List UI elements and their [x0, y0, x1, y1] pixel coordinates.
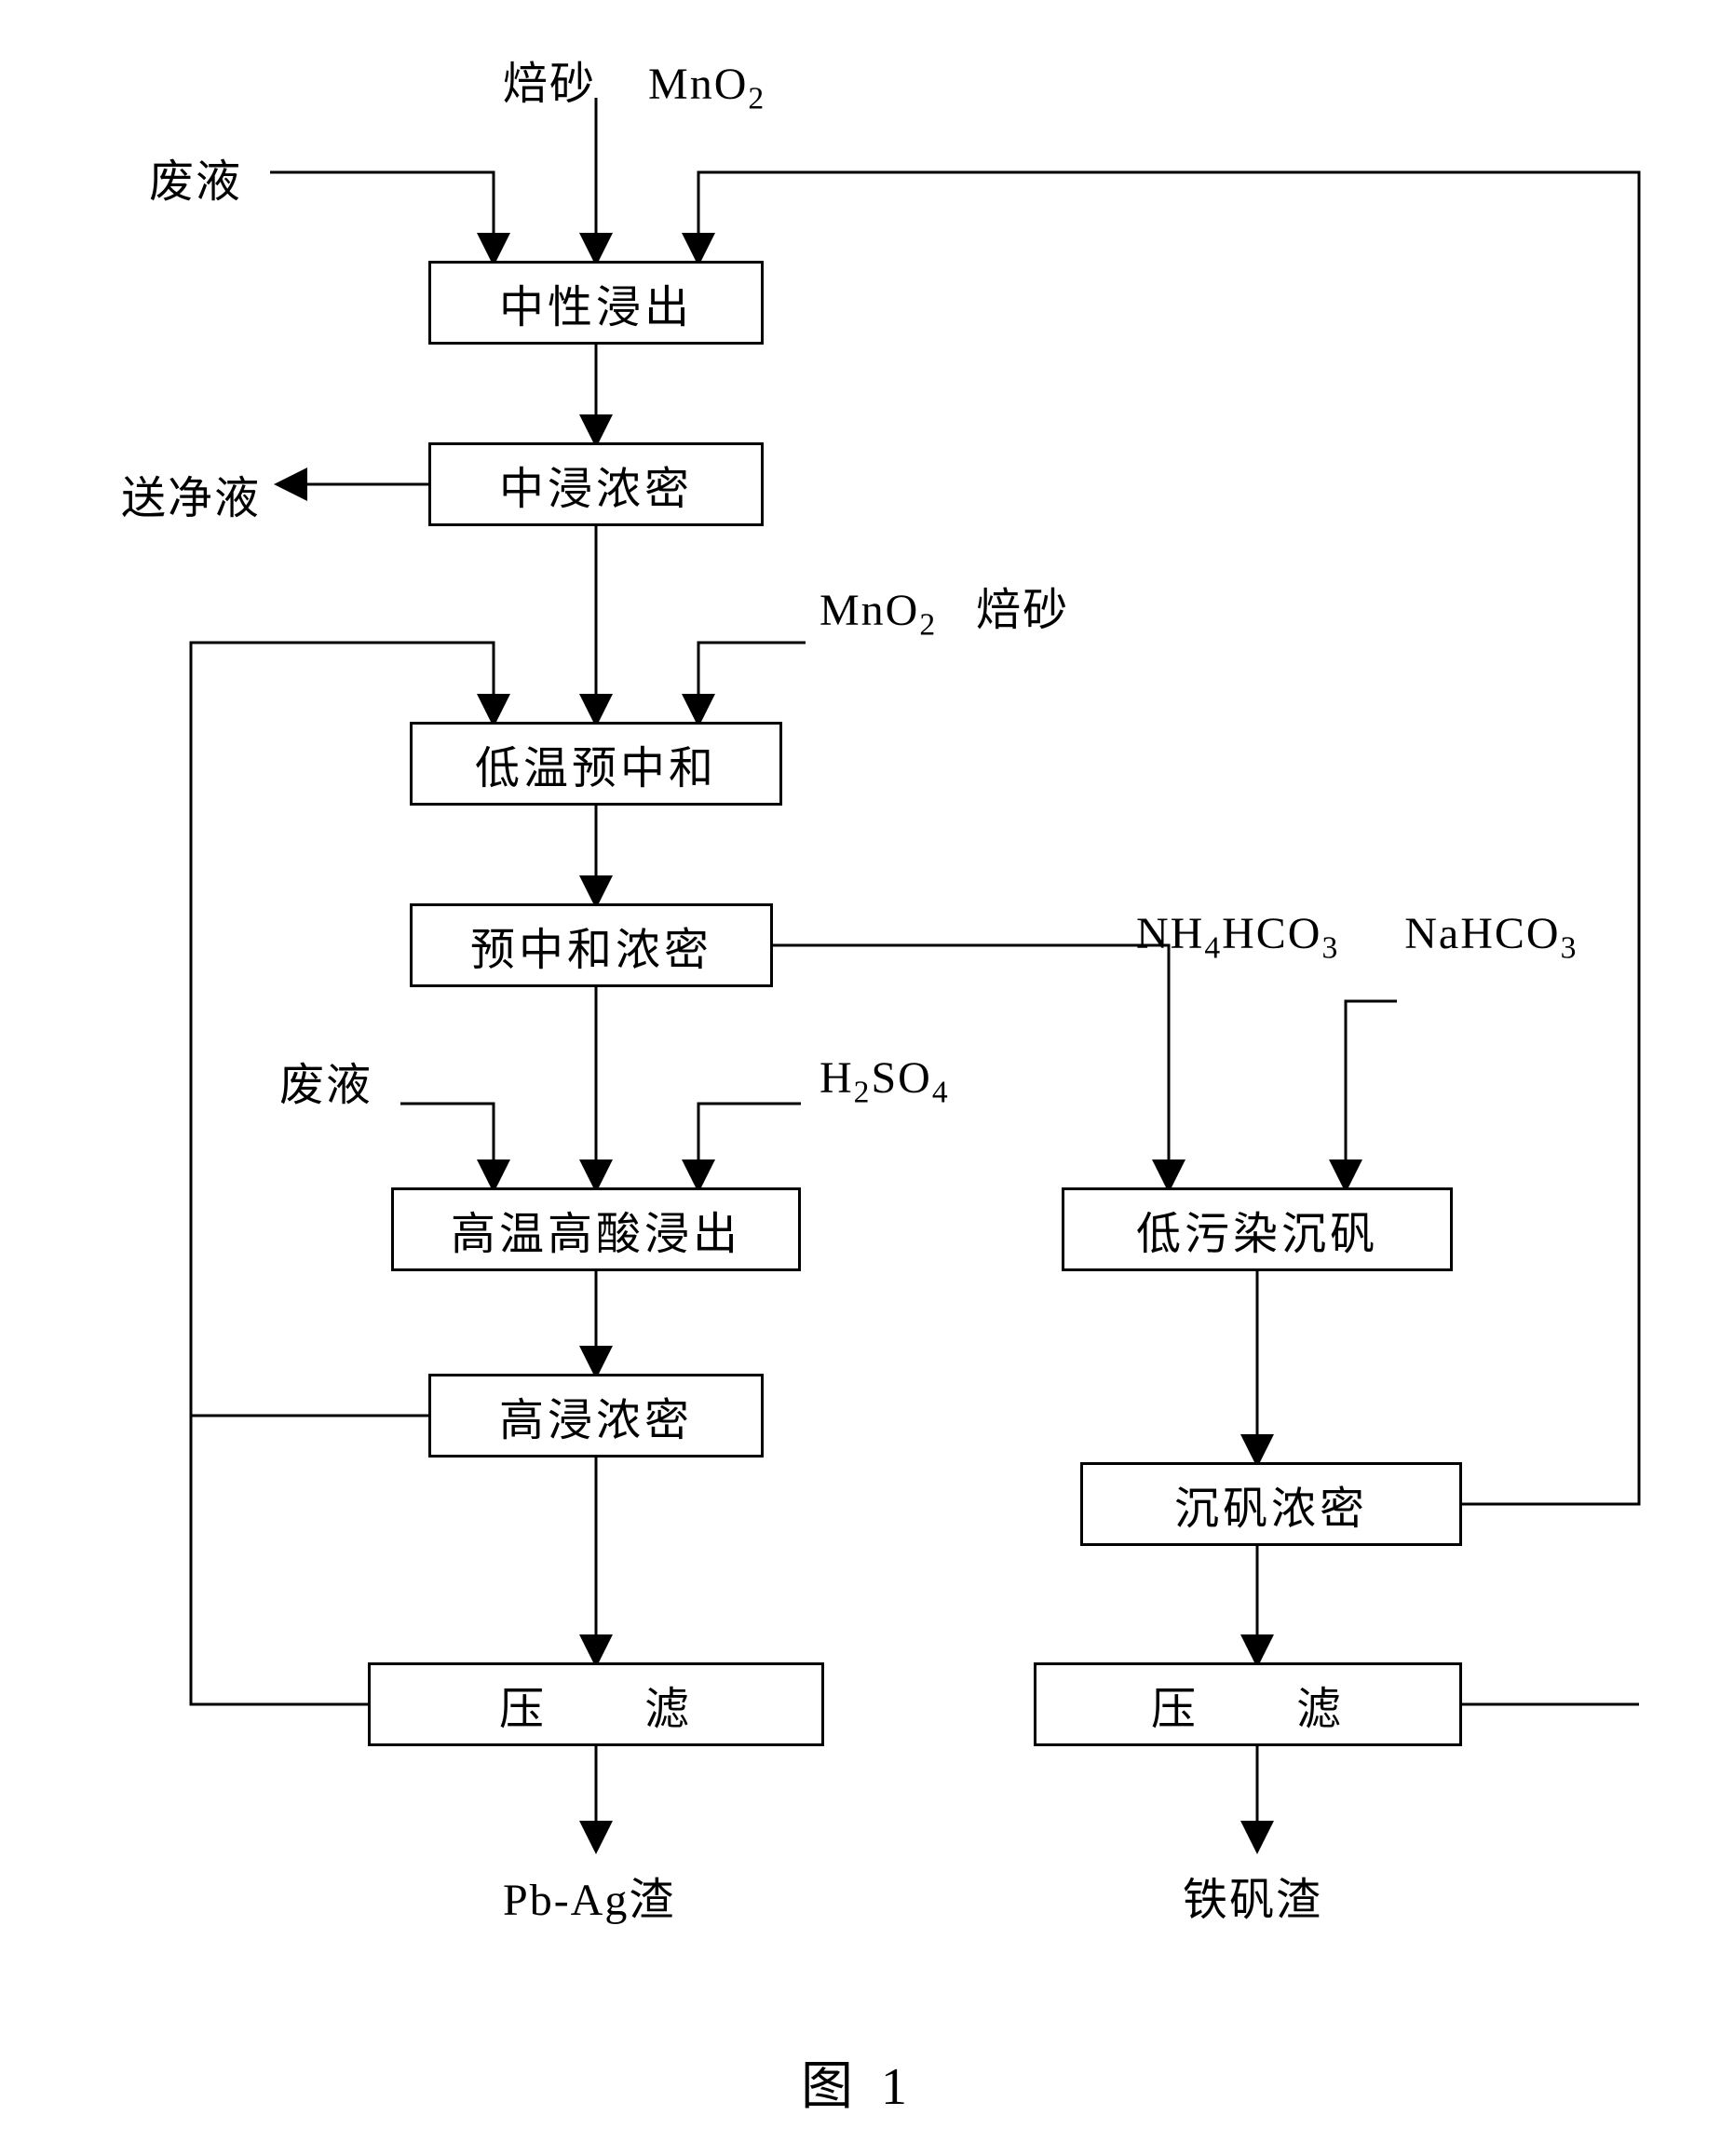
box-press-filter-right: 压 滤	[1034, 1662, 1462, 1746]
input-bicarbonates: NH4HCO3 NaHCO3	[1136, 908, 1578, 967]
figure-label: 图 1	[801, 2044, 914, 2120]
output-pb-ag-slag: Pb-Ag渣	[503, 1863, 675, 1928]
input-waste-mid: 废液	[279, 1048, 373, 1113]
box-jarosite-thickening: 沉矾浓密	[1080, 1462, 1462, 1546]
box-neutral-thickening: 中浸浓密	[428, 442, 764, 526]
box-neutral-leach: 中性浸出	[428, 261, 764, 345]
box-pre-neut-thickening: 预中和浓密	[410, 903, 773, 987]
box-pre-neutralization: 低温预中和	[410, 722, 782, 806]
box-low-pollution-jarosite: 低污染沉矾	[1062, 1187, 1453, 1271]
input-mno2-calcine-mid: MnO2 焙砂	[820, 573, 1069, 644]
box-high-leach-thickening: 高浸浓密	[428, 1374, 764, 1458]
flowchart-canvas: 焙砂 MnO2 废液 送净液 MnO2 焙砂 废液 H2SO4 NH4HCO3 …	[0, 0, 1734, 2156]
output-send-clean: 送净液	[121, 461, 261, 526]
input-calcine-top: 焙砂 MnO2	[503, 47, 765, 117]
box-press-filter-left: 压 滤	[368, 1662, 824, 1746]
input-waste-top: 废液	[149, 144, 242, 210]
box-high-temp-acid-leach: 高温高酸浸出	[391, 1187, 801, 1271]
input-h2so4: H2SO4	[820, 1052, 950, 1111]
output-iron-jarosite-slag: 铁矾渣	[1183, 1863, 1322, 1928]
